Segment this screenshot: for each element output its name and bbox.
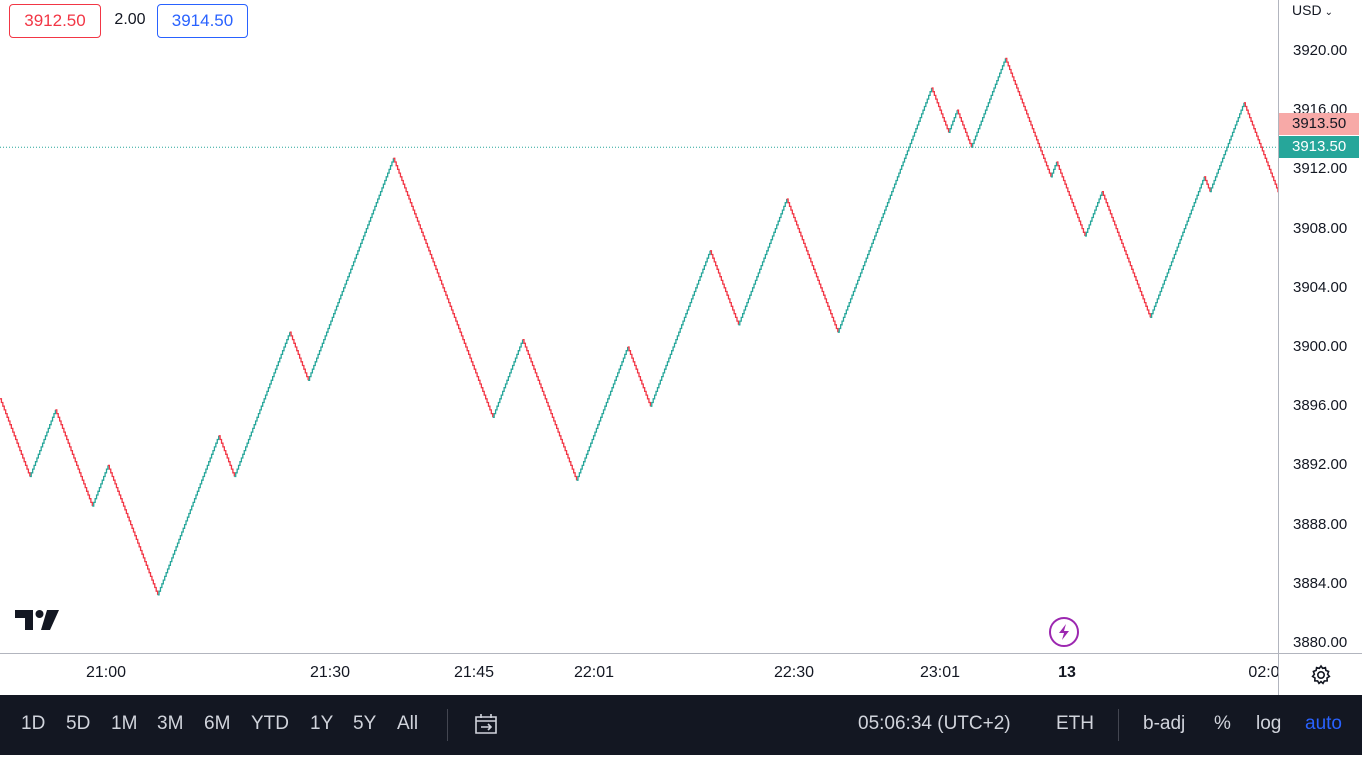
ask-price-button[interactable]: 3914.50 [157, 4, 248, 38]
renko-up-run [650, 250, 711, 407]
price-tick: 3884.00 [1293, 574, 1348, 592]
renko-up-run [1050, 162, 1058, 178]
price-tick: 3900.00 [1293, 338, 1348, 355]
time-tick: 21:30 [309, 664, 351, 681]
calendar-goto-icon [475, 714, 497, 734]
renko-up-run [157, 435, 220, 596]
range-5d-button[interactable]: 5D [66, 713, 91, 734]
renko-down-run [1204, 176, 1211, 192]
time-tick: 21:00 [85, 664, 127, 681]
renko-up-run [948, 110, 958, 134]
bid-price-button[interactable]: 3912.50 [9, 4, 101, 38]
renko-down-run [218, 435, 235, 477]
renko-down-run [710, 250, 740, 325]
auto-scale-toggle[interactable]: auto [1305, 713, 1342, 734]
gear-icon [1311, 664, 1331, 685]
range-5y-button[interactable]: 5Y [353, 713, 377, 734]
price-tick: 3920.00 [1293, 42, 1348, 59]
range-1m-button[interactable]: 1M [111, 713, 138, 734]
percent-scale-toggle[interactable]: % [1214, 713, 1231, 734]
renko-up-run [308, 158, 394, 381]
renko-up-run [576, 347, 629, 481]
range-ytd-button[interactable]: YTD [251, 713, 289, 734]
renko-up-run [29, 409, 57, 478]
renko-down-run [0, 398, 31, 477]
prev-close-price-tag: 3913.50 [1279, 113, 1359, 135]
back-adjust-toggle[interactable]: b-adj [1143, 713, 1186, 734]
tradingview-logo-icon[interactable] [14, 608, 60, 637]
renko-down-run [1056, 161, 1086, 236]
price-tick: 3888.00 [1293, 515, 1348, 533]
price-tick: 3880.00 [1293, 634, 1348, 651]
renko-up-run [1084, 191, 1103, 237]
renko-down-run [957, 109, 972, 148]
range-6m-button[interactable]: 6M [204, 713, 231, 734]
renko-down-run [393, 157, 494, 418]
range-1d-button[interactable]: 1D [21, 713, 46, 734]
price-tick: 3912.00 [1293, 160, 1348, 178]
chevron-down-icon: ⌄ [1324, 7, 1333, 18]
renko-down-run [786, 198, 839, 333]
price-tick: 3896.00 [1293, 397, 1348, 415]
renko-down-run [289, 331, 309, 381]
time-axis[interactable]: 21:00 21:30 21:45 22:01 22:30 23:01 13 0… [0, 653, 1280, 696]
renko-up-run [92, 465, 109, 507]
time-tick: 22:01 [573, 664, 615, 681]
time-tick: 22:30 [773, 664, 815, 681]
renko-up-run [1209, 102, 1245, 193]
renko-up-run [837, 88, 933, 333]
bottom-toolbar: 1D 5D 1M 3M 6M YTD 1Y 5Y All 05:06:34 (U… [0, 695, 1362, 755]
time-tick: 23:01 [919, 664, 961, 681]
currency-label: USD [1292, 2, 1322, 18]
range-1y-button[interactable]: 1Y [310, 713, 334, 734]
price-tick: 3908.00 [1293, 219, 1348, 237]
date-range-button[interactable] [472, 710, 500, 745]
currency-selector[interactable]: USD ⌄ [1292, 2, 1333, 18]
renko-down-run [931, 87, 950, 133]
session-button[interactable]: ETH [1056, 713, 1094, 734]
range-all-button[interactable]: All [397, 713, 419, 734]
price-axis[interactable]: USD ⌄ 3920.00 3916.00 3912.00 3908.00 390… [1278, 0, 1362, 653]
price-tick: 3904.00 [1293, 278, 1348, 296]
renko-up-run [1150, 176, 1205, 319]
renko-down-run [1101, 190, 1151, 318]
renko-up-run [738, 199, 788, 326]
toolbar-divider [447, 709, 448, 741]
renko-down-run [55, 409, 93, 507]
chart-settings-button[interactable] [1278, 653, 1362, 696]
renko-down-run [627, 346, 652, 407]
clock-timezone-button[interactable]: 05:06:34 (UTC+2) [858, 713, 1011, 734]
price-tick: 3892.00 [1293, 456, 1348, 474]
renko-down-run [1005, 57, 1052, 177]
renko-up-run [492, 339, 524, 418]
chart-area[interactable]: 3912.50 2.00 3914.50 [0, 0, 1278, 653]
renko-chart [0, 57, 1278, 596]
time-tick-date: 13 [1058, 664, 1076, 681]
time-tick: 02:0 [1248, 664, 1280, 681]
toolbar-divider [1118, 709, 1119, 741]
renko-down-run [107, 464, 159, 595]
last-price-tag: 3913.50 [1279, 136, 1359, 158]
renko-up-run [234, 332, 291, 478]
spread-value: 2.00 [108, 4, 152, 36]
lightning-icon[interactable] [1049, 617, 1079, 647]
range-3m-button[interactable]: 3M [157, 713, 184, 734]
renko-down-run [522, 338, 578, 481]
time-tick: 21:45 [453, 664, 495, 681]
renko-up-run [971, 58, 1007, 148]
log-scale-toggle[interactable]: log [1256, 713, 1282, 734]
renko-down-run [1243, 102, 1278, 193]
